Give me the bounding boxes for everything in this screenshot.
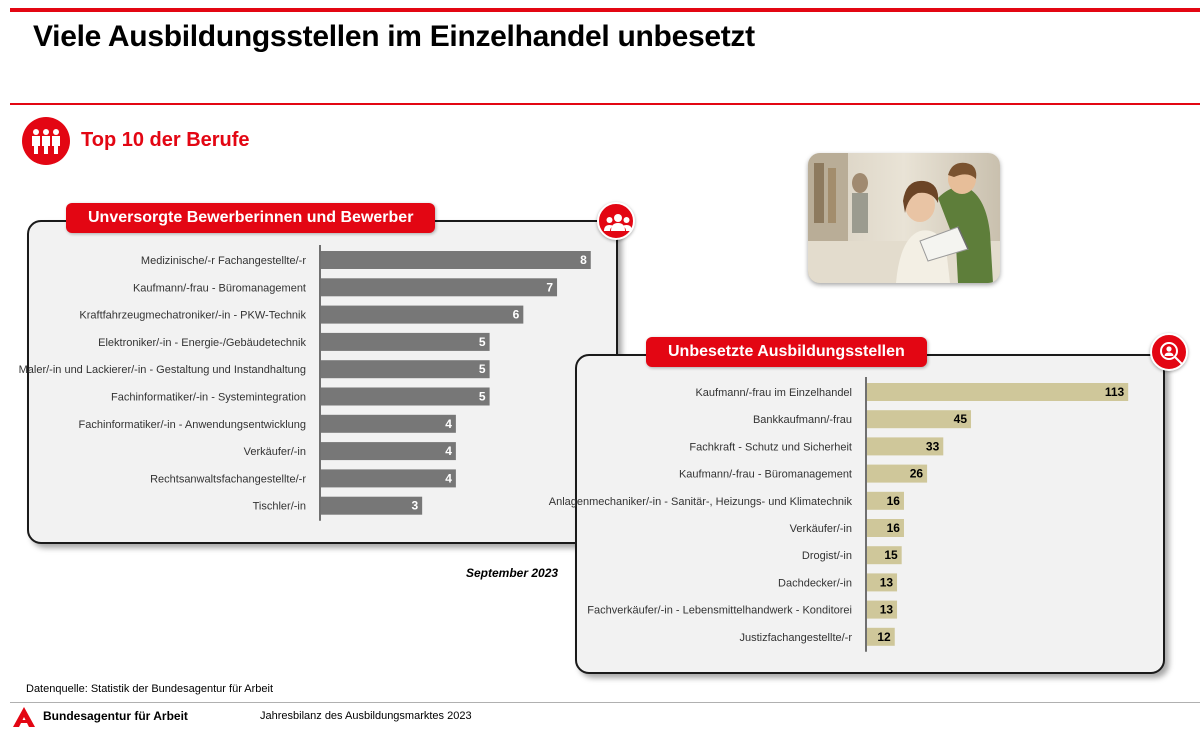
bar — [867, 464, 928, 483]
bar — [321, 387, 490, 406]
category-label: Rechtsanwaltsfachangestellte/-r — [150, 473, 306, 485]
date-label: September 2023 — [466, 566, 559, 580]
data-label: 13 — [880, 603, 894, 617]
data-label: 4 — [445, 444, 452, 458]
bar — [867, 573, 898, 592]
users-icon — [597, 202, 635, 240]
category-label: Elektroniker/-in - Energie-/Gebäudetechn… — [98, 337, 306, 349]
people-group-icon — [22, 117, 70, 165]
category-label: Kaufmann/-frau - Büromanagement — [679, 469, 852, 481]
unbesetzte-panel — [575, 354, 1165, 674]
bar — [867, 627, 895, 646]
category-label: Bankkaufmann/-frau — [753, 414, 852, 426]
bar — [867, 437, 944, 456]
section-title: Top 10 der Berufe — [81, 129, 250, 151]
data-label: 4 — [445, 471, 452, 485]
unversorgte-chart-title: Unversorgte Bewerberinnen und Bewerber — [66, 203, 436, 233]
category-label: Fachinformatiker/-in - Systemintegration — [111, 392, 306, 404]
bar — [867, 600, 898, 619]
data-label: 13 — [880, 575, 894, 589]
bar — [321, 251, 591, 269]
unbesetzte-bar-chart: Kaufmann/-frau im Einzelhandel 113 Bankkau… — [549, 377, 1129, 652]
category-label: Dachdecker/-in — [778, 577, 852, 589]
students-photo — [808, 153, 1000, 283]
category-label: Kaufmann/-frau - Büromanagement — [133, 282, 306, 294]
bar — [321, 496, 423, 515]
category-label: Fachverkäufer/-in - Lebensmittelhandwerk… — [587, 605, 852, 617]
category-label: Kaufmann/-frau im Einzelhandel — [695, 387, 852, 399]
unversorgte-bar-chart: Medizinische/-r Fachangestellte/-r 8 Kaufm… — [19, 245, 591, 521]
title-divider — [10, 103, 1200, 105]
data-label: 5 — [479, 390, 486, 404]
data-label: 16 — [887, 494, 901, 508]
data-label: 45 — [954, 412, 968, 426]
data-label: 6 — [513, 308, 520, 322]
bar — [867, 519, 904, 537]
data-label: 5 — [479, 362, 486, 376]
footer-text: Jahresbilanz des Ausbildungsmarktes 2023 — [260, 710, 472, 722]
category-label: Fachinformatiker/-in - Anwendungsentwick… — [79, 419, 306, 431]
bar — [321, 360, 490, 379]
category-label: Kraftfahrzeugmechatroniker/-in - PKW-Tec… — [79, 310, 306, 322]
top-accent-bar — [10, 8, 1200, 12]
data-label: 4 — [445, 417, 452, 431]
page-title: Viele Ausbildungsstellen im Einzelhandel… — [33, 20, 755, 53]
category-label: Drogist/-in — [802, 550, 852, 562]
bar — [867, 491, 904, 510]
category-label: Fachkraft - Schutz und Sicherheit — [689, 441, 852, 453]
category-label: Verkäufer/-in — [244, 446, 306, 458]
data-label: 5 — [479, 335, 486, 349]
bar — [321, 442, 456, 461]
data-label: 8 — [580, 253, 587, 267]
unversorgte-panel — [27, 220, 618, 544]
category-label: Verkäufer/-in — [790, 523, 852, 535]
bar — [867, 383, 1129, 401]
footer-divider — [10, 702, 1200, 703]
bar — [867, 546, 902, 565]
data-label: 33 — [926, 439, 940, 453]
data-label: 3 — [411, 499, 418, 513]
data-label: 113 — [1105, 385, 1125, 399]
category-label: Anlagenmechaniker/-in - Sanitär-, Heizun… — [549, 496, 853, 508]
ba-logo-icon — [12, 706, 36, 732]
category-label: Justizfachangestellte/-r — [740, 632, 853, 644]
search-person-icon — [1150, 333, 1188, 371]
category-label: Tischler/-in — [253, 501, 306, 513]
category-label: Maler/-in und Lackierer/-in - Gestaltung… — [19, 364, 306, 376]
org-name: Bundesagentur für Arbeit — [43, 709, 188, 723]
data-label: 7 — [546, 280, 553, 294]
unbesetzte-chart-title: Unbesetzte Ausbildungsstellen — [646, 337, 927, 367]
bar — [321, 332, 490, 351]
data-label: 26 — [910, 467, 924, 481]
bar — [867, 410, 972, 429]
data-label: 15 — [884, 548, 898, 562]
bar — [321, 414, 456, 433]
category-label: Medizinische/-r Fachangestellte/-r — [141, 255, 306, 267]
data-source: Datenquelle: Statistik der Bundesagentur… — [26, 683, 274, 695]
bar — [321, 278, 558, 297]
data-label: 16 — [887, 521, 901, 535]
data-label: 12 — [877, 630, 891, 644]
bar — [321, 469, 456, 488]
bar — [321, 305, 524, 324]
